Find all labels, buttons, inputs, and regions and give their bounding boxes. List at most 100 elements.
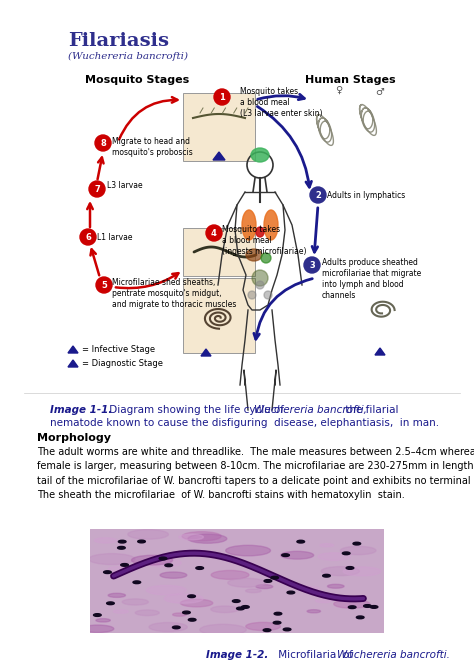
Circle shape [165,564,173,567]
FancyBboxPatch shape [183,93,255,161]
Ellipse shape [256,227,264,237]
Ellipse shape [164,594,203,603]
Ellipse shape [318,553,350,560]
Circle shape [104,571,111,574]
Circle shape [274,612,282,615]
Ellipse shape [160,572,187,578]
Ellipse shape [200,624,246,635]
Ellipse shape [131,555,173,565]
Circle shape [159,557,167,560]
Text: 4: 4 [211,228,217,237]
Circle shape [118,547,125,549]
Circle shape [356,616,364,618]
Text: Filariasis: Filariasis [68,32,169,50]
Ellipse shape [108,566,135,573]
Ellipse shape [211,606,239,612]
Circle shape [182,611,190,614]
Text: Microfilariae shed sheaths,
pentrate mosquito's midgut,
and migrate to thoracic : Microfilariae shed sheaths, pentrate mos… [112,278,237,309]
Ellipse shape [135,610,159,616]
Text: nematode known to cause the disfiguring  disease, elephantiasis,  in man.: nematode known to cause the disfiguring … [50,418,439,428]
Text: ♀: ♀ [335,85,342,95]
Ellipse shape [242,210,256,240]
Text: Migrate to head and
mosquito's proboscis: Migrate to head and mosquito's proboscis [112,137,193,157]
Circle shape [95,135,111,151]
Text: Adults in lymphatics: Adults in lymphatics [327,190,405,200]
Text: 1: 1 [219,92,225,101]
Circle shape [323,574,330,577]
Ellipse shape [94,538,117,543]
Circle shape [237,607,244,610]
Ellipse shape [320,543,333,547]
Text: Morphology: Morphology [37,433,111,443]
Text: Mosquito takes
a blood meal
(L3 larvae enter skin): Mosquito takes a blood meal (L3 larvae e… [240,87,322,118]
Circle shape [188,595,195,598]
Text: Mosquito takes
a blood meal
(ingests microfilariae): Mosquito takes a blood meal (ingests mic… [222,225,307,256]
Circle shape [287,591,295,594]
Ellipse shape [281,551,314,559]
Text: Wuchereria bancrofti.: Wuchereria bancrofti. [337,650,450,660]
Circle shape [283,628,291,630]
Ellipse shape [108,594,126,598]
Text: the filarial: the filarial [342,405,399,415]
Ellipse shape [328,584,344,588]
Circle shape [93,614,101,616]
Circle shape [214,89,230,105]
Ellipse shape [122,599,148,605]
Text: Human Stages: Human Stages [305,75,396,85]
Circle shape [256,281,264,289]
Ellipse shape [146,559,182,567]
Circle shape [89,181,105,197]
Text: 7: 7 [94,184,100,194]
Text: 5: 5 [101,281,107,289]
Circle shape [242,606,249,608]
Ellipse shape [251,148,269,162]
Ellipse shape [246,622,281,630]
Ellipse shape [146,586,186,595]
Circle shape [107,602,114,604]
Circle shape [188,618,196,621]
Ellipse shape [113,610,128,613]
Circle shape [273,621,281,624]
FancyBboxPatch shape [183,278,255,353]
Ellipse shape [188,534,227,543]
Text: 6: 6 [85,232,91,241]
Circle shape [346,567,354,569]
Ellipse shape [211,570,249,580]
Ellipse shape [343,567,381,576]
Text: Image 1-2.: Image 1-2. [206,650,268,660]
Polygon shape [213,152,225,160]
Circle shape [248,291,256,299]
Circle shape [282,554,290,557]
Ellipse shape [96,618,110,622]
Circle shape [196,567,203,569]
Circle shape [348,606,356,608]
Ellipse shape [256,585,273,589]
FancyBboxPatch shape [183,228,255,276]
Ellipse shape [246,589,261,593]
Circle shape [232,600,240,602]
Text: Diagram showing the life cycle of: Diagram showing the life cycle of [106,405,287,415]
Text: 2: 2 [315,190,321,200]
Ellipse shape [149,622,187,632]
Text: Wuchereria bancrofti,: Wuchereria bancrofti, [254,405,367,415]
Circle shape [121,563,128,566]
Circle shape [370,606,378,608]
Text: L1 larvae: L1 larvae [97,232,133,241]
Ellipse shape [82,625,114,632]
Ellipse shape [340,546,376,555]
Ellipse shape [226,545,271,556]
Circle shape [271,576,279,579]
Ellipse shape [264,210,278,240]
Circle shape [264,291,272,299]
Ellipse shape [252,270,268,286]
Ellipse shape [128,529,168,539]
Circle shape [353,542,361,545]
Text: Mosquito Stages: Mosquito Stages [85,75,189,85]
Circle shape [304,257,320,273]
Circle shape [264,580,272,582]
Ellipse shape [179,534,203,540]
Text: Image 1-1.: Image 1-1. [50,405,112,415]
Text: = Diagnostic Stage: = Diagnostic Stage [82,360,163,368]
Ellipse shape [334,600,370,608]
Text: L3 larvae: L3 larvae [107,180,143,190]
